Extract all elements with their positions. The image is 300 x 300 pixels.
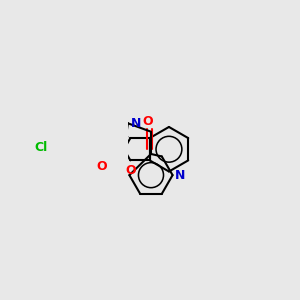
Text: O: O: [97, 160, 107, 172]
Text: O: O: [125, 164, 136, 177]
Text: Cl: Cl: [34, 141, 47, 154]
Text: N: N: [131, 117, 142, 130]
Text: N: N: [175, 169, 185, 182]
Text: O: O: [142, 115, 153, 128]
